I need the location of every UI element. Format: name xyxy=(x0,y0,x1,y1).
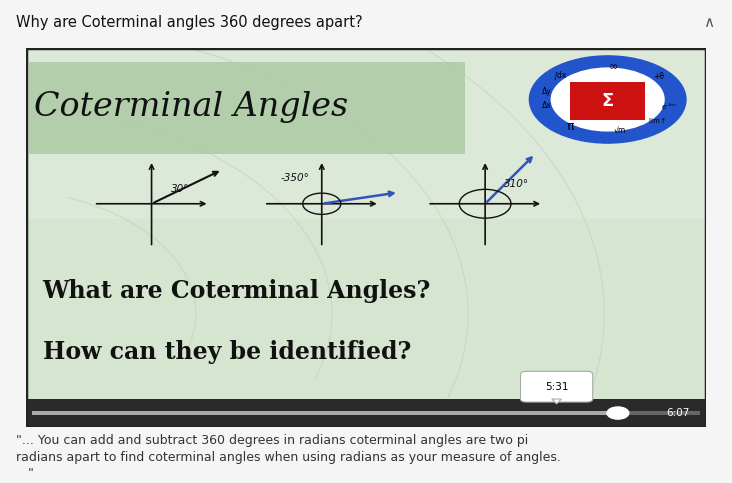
Text: How can they be identified?: How can they be identified? xyxy=(42,340,411,364)
Bar xyxy=(26,399,706,427)
Text: "... You can add and subtract 360 degrees in radians coterminal angles are two p: "... You can add and subtract 360 degree… xyxy=(16,434,529,447)
Bar xyxy=(32,411,618,415)
Text: Why are Coterminal angles 360 degrees apart?: Why are Coterminal angles 360 degrees ap… xyxy=(16,14,363,30)
Text: e⁻ˡⁱᵐ: e⁻ˡⁱᵐ xyxy=(662,104,676,110)
Text: 310°: 310° xyxy=(504,179,529,189)
Text: lim f: lim f xyxy=(649,118,665,125)
Text: Δx: Δx xyxy=(542,100,551,110)
Text: Σ: Σ xyxy=(602,92,614,111)
Text: π: π xyxy=(567,120,574,133)
Polygon shape xyxy=(552,399,561,404)
Circle shape xyxy=(529,56,686,143)
Text: ∫dx: ∫dx xyxy=(553,71,567,79)
Text: ": " xyxy=(16,467,34,480)
Text: ∞: ∞ xyxy=(608,62,618,72)
Text: 5:31: 5:31 xyxy=(545,382,568,392)
Text: 6:07: 6:07 xyxy=(666,408,690,418)
Text: Coterminal Angles: Coterminal Angles xyxy=(34,91,348,123)
Bar xyxy=(26,48,706,219)
Bar xyxy=(32,411,700,415)
Circle shape xyxy=(551,68,664,131)
Text: √m: √m xyxy=(614,126,626,135)
Circle shape xyxy=(607,407,629,419)
Text: radians apart to find coterminal angles when using radians as your measure of an: radians apart to find coterminal angles … xyxy=(16,451,561,464)
Text: +θ: +θ xyxy=(653,72,664,81)
Text: What are Coterminal Angles?: What are Coterminal Angles? xyxy=(42,279,431,303)
Text: Δy: Δy xyxy=(542,87,551,97)
Bar xyxy=(29,61,465,155)
Text: -350°: -350° xyxy=(281,173,310,183)
Text: 30°: 30° xyxy=(171,185,189,194)
FancyBboxPatch shape xyxy=(520,371,593,402)
Text: ∧: ∧ xyxy=(703,14,714,30)
Bar xyxy=(570,83,645,120)
